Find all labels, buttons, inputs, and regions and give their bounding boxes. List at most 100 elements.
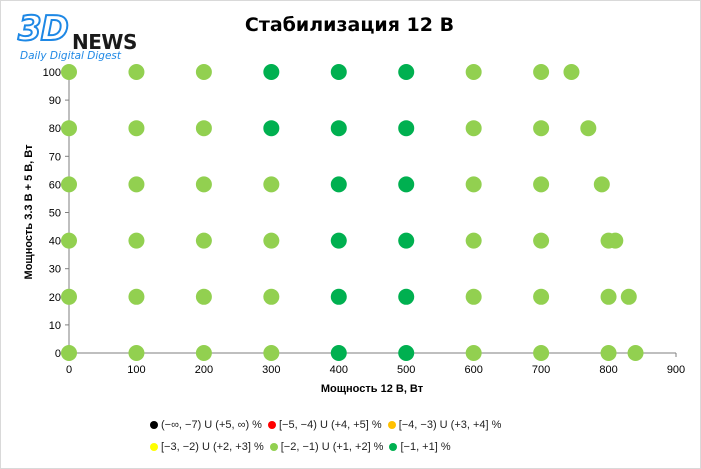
data-point <box>533 232 550 249</box>
legend-swatch <box>150 443 158 451</box>
axes: 0 100 200 300 400 500 600 700 800 900 0 10 20 30 40 50 6… <box>43 67 686 376</box>
y-tick-label: 30 <box>49 264 61 276</box>
data-point <box>330 64 347 80</box>
data-point <box>398 232 415 249</box>
y-tick-label: 60 <box>49 179 61 191</box>
data-point <box>195 345 212 361</box>
logo-3d: 3D <box>17 9 70 49</box>
data-point <box>465 232 482 249</box>
data-point <box>128 288 145 305</box>
legend-label: [−5, −4) U (+4, +5] % <box>278 419 382 431</box>
y-tick-label: 100 <box>43 67 61 79</box>
data-point <box>627 345 644 361</box>
data-point <box>263 232 280 249</box>
y-tick-label: 90 <box>49 95 61 107</box>
legend-swatch <box>387 421 396 429</box>
data-point <box>263 120 280 137</box>
data-point <box>263 288 280 305</box>
data-point <box>533 120 550 137</box>
legend-label: [−2, −1) U (+1, +2] % <box>280 441 384 453</box>
data-point <box>61 288 77 305</box>
data-point <box>61 64 77 80</box>
data-point <box>533 345 550 361</box>
data-point <box>195 232 212 249</box>
data-point <box>128 232 145 249</box>
legend-row: [−3, −2) U (+2, +3] % [−2, −1) U (+1, +2]… <box>150 436 570 458</box>
x-tick-label: 0 <box>66 364 72 376</box>
x-tick-label: 400 <box>330 364 348 376</box>
y-axis-label: Мощность 3.3 В + 5 В, Вт <box>23 144 35 280</box>
chart-title: Стабилизация 12 В <box>244 14 455 36</box>
x-tick-label: 500 <box>397 364 415 376</box>
x-tick-label: 900 <box>667 364 685 376</box>
y-tick-label: 20 <box>49 292 61 304</box>
x-tick-label: 700 <box>532 364 550 376</box>
legend-entry: [−4, −3) U (+3, +4] % <box>387 414 501 436</box>
data-point <box>61 232 77 249</box>
data-point <box>600 345 617 361</box>
data-point <box>263 345 280 361</box>
legend-entry: [−1, +1] % <box>389 436 451 458</box>
data-point <box>195 288 212 305</box>
x-tick-label: 200 <box>195 364 213 376</box>
data-point <box>593 176 610 193</box>
data-point <box>398 64 415 80</box>
data-point <box>263 176 280 193</box>
data-point <box>465 120 482 137</box>
data-point <box>398 176 415 193</box>
data-points <box>61 64 644 361</box>
data-point <box>600 288 617 305</box>
y-tick-label: 50 <box>49 208 61 220</box>
data-point <box>128 120 145 137</box>
data-point <box>620 288 637 305</box>
legend: (−∞, −7) U (+5, ∞) % [−5, −4) U (+4, +5] … <box>150 414 570 458</box>
legend-label: (−∞, −7) U (+5, ∞) % <box>161 419 262 431</box>
data-point <box>330 288 347 305</box>
legend-entry: [−2, −1) U (+1, +2] % <box>269 436 384 458</box>
data-point <box>128 176 145 193</box>
data-point <box>195 120 212 137</box>
legend-swatch <box>269 443 278 451</box>
data-point <box>607 232 624 249</box>
data-point <box>465 288 482 305</box>
data-point <box>398 120 415 137</box>
legend-entry: [−3, −2) U (+2, +3] % <box>150 436 264 458</box>
logo-news: NEWS <box>72 30 137 54</box>
legend-row: (−∞, −7) U (+5, ∞) % [−5, −4) U (+4, +5] … <box>150 414 570 436</box>
data-point <box>465 64 482 80</box>
y-tick-label: 40 <box>49 236 61 248</box>
data-point <box>398 288 415 305</box>
data-point <box>61 120 77 137</box>
legend-swatch <box>389 443 398 451</box>
legend-label: [−3, −2) U (+2, +3] % <box>161 441 264 453</box>
data-point <box>580 120 597 137</box>
3dnews-logo: 3D NEWS Daily Digital Digest <box>17 9 148 62</box>
data-point <box>128 345 145 361</box>
x-tick-label: 100 <box>127 364 145 376</box>
legend-swatch <box>267 421 276 429</box>
x-axis-label: Мощность 12 В, Вт <box>321 383 424 395</box>
data-point <box>398 345 415 361</box>
legend-entry: [−5, −4) U (+4, +5] % <box>267 414 382 436</box>
data-point <box>533 64 550 80</box>
y-tick-label: 10 <box>49 320 61 332</box>
data-point <box>563 64 580 80</box>
data-point <box>465 345 482 361</box>
data-point <box>330 345 347 361</box>
logo-tagline: Daily Digital Digest <box>20 50 122 62</box>
data-point <box>128 64 145 80</box>
x-tick-label: 800 <box>599 364 617 376</box>
data-point <box>61 345 77 361</box>
x-tick-label: 300 <box>262 364 280 376</box>
data-point <box>263 64 280 80</box>
x-tick-label: 600 <box>464 364 482 376</box>
y-tick-label: 80 <box>49 123 61 135</box>
y-tick-label: 70 <box>49 151 61 163</box>
data-point <box>195 176 212 193</box>
legend-swatch <box>150 421 158 429</box>
data-point <box>61 176 77 193</box>
data-point <box>533 176 550 193</box>
data-point <box>330 176 347 193</box>
